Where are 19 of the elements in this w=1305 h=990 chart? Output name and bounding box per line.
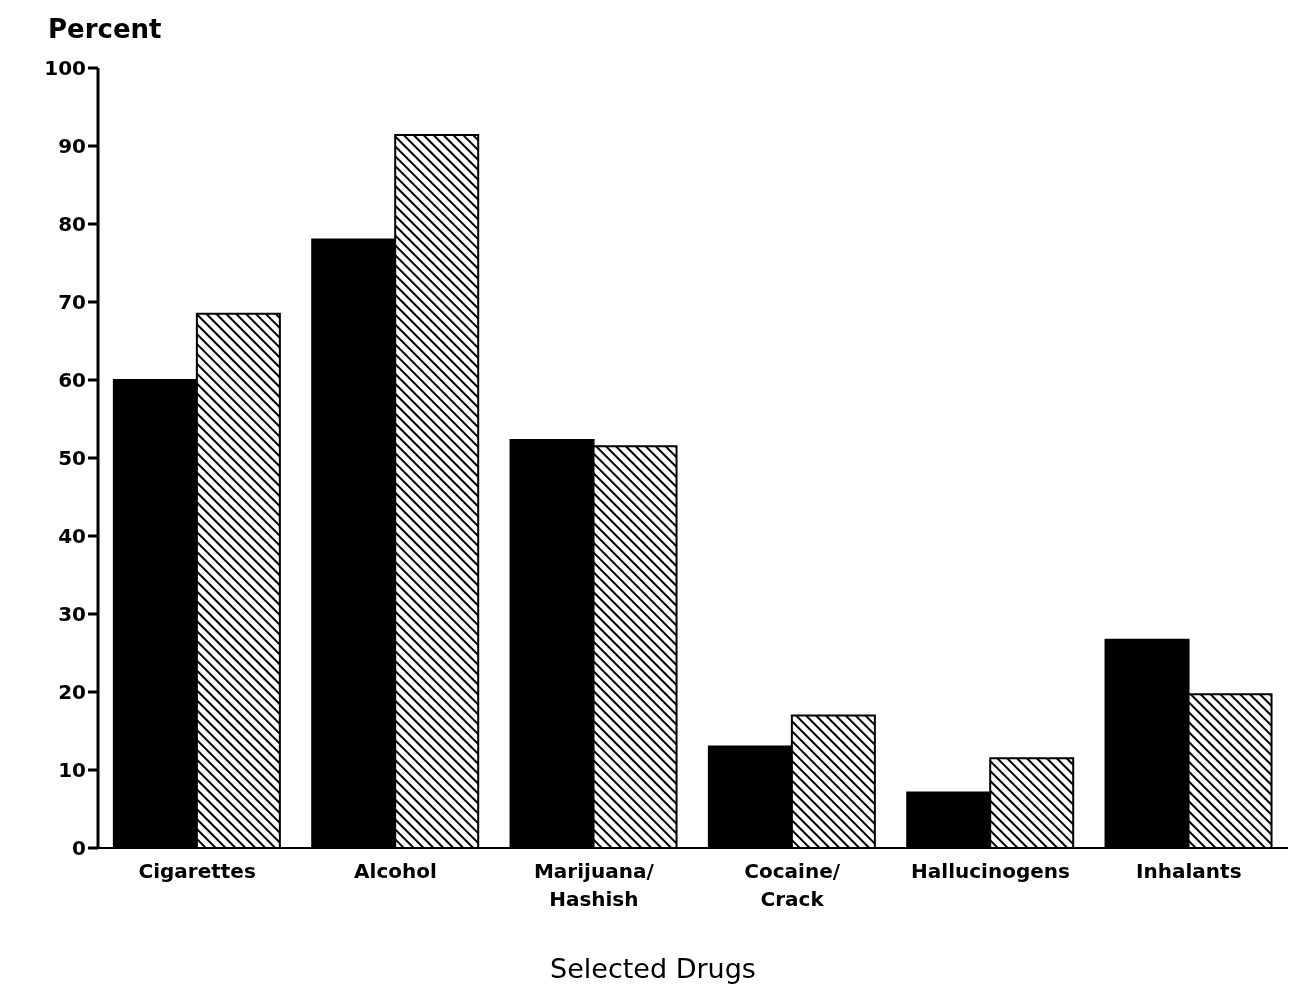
x-tick-label: Alcohol (354, 859, 437, 883)
x-axis-title: Selected Drugs (549, 953, 757, 984)
y-tick-label: 0 (72, 836, 86, 861)
y-tick-label: 70 (58, 290, 86, 315)
y-tick-label: 80 (58, 212, 86, 237)
x-tick-label: Hallucinogens (911, 859, 1070, 883)
x-tick-label: Inhalants (1136, 859, 1242, 883)
y-tick-label: 50 (58, 446, 86, 471)
x-tick-label: Cocaine/ Crack (744, 859, 841, 911)
y-tick-label: 90 (58, 134, 86, 159)
y-axis-title: Percent (48, 14, 162, 44)
y-tick-label: 10 (58, 758, 86, 783)
y-tick-label: 60 (58, 368, 86, 393)
y-tick-label: 20 (58, 680, 86, 705)
x-tick-label: Cigarettes (138, 859, 256, 883)
y-tick-label: 30 (58, 602, 86, 627)
y-tick-label: 100 (44, 56, 86, 81)
y-tick-label: 40 (58, 524, 86, 549)
x-tick-label: Marijuana/ Hashish (533, 859, 655, 911)
